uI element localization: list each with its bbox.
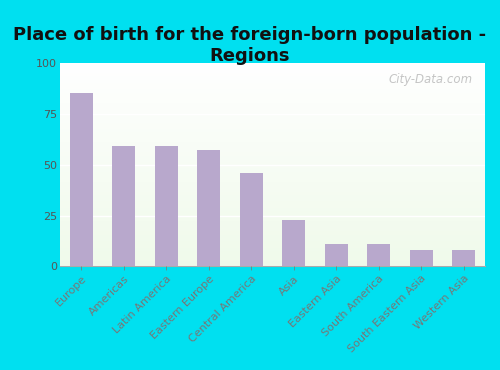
Bar xyxy=(367,244,390,266)
Bar xyxy=(154,146,178,266)
Bar xyxy=(70,93,93,266)
Text: City-Data.com: City-Data.com xyxy=(388,73,472,86)
Bar xyxy=(410,250,433,266)
Bar xyxy=(240,173,263,266)
Bar xyxy=(197,150,220,266)
Bar xyxy=(452,250,475,266)
Text: Place of birth for the foreign-born population -
Regions: Place of birth for the foreign-born popu… xyxy=(14,26,486,65)
Bar xyxy=(112,146,136,266)
Bar xyxy=(282,219,306,266)
Bar xyxy=(324,244,348,266)
